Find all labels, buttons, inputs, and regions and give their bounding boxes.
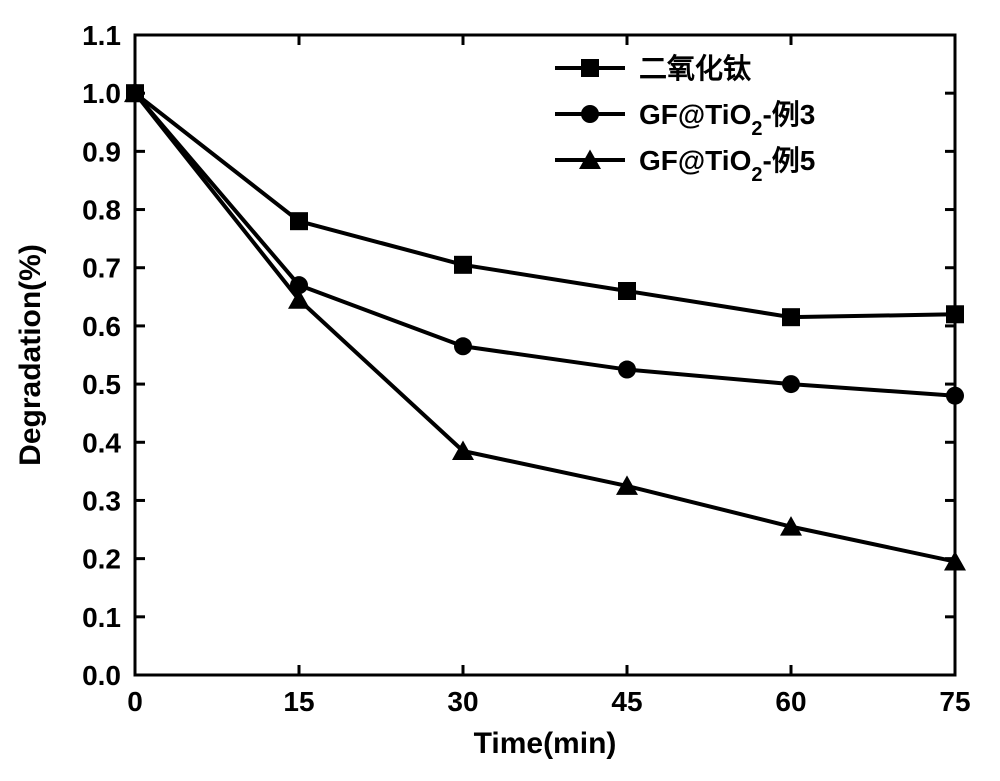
marker-square-icon — [454, 256, 472, 274]
degradation-line-chart: 0 15 30 45 60 75 Time(min) 0.0 0.1 0.2 0.3 0.4 0.5 0.… — [0, 0, 1000, 781]
marker-circle-icon — [581, 105, 599, 123]
x-tick-label: 60 — [775, 686, 806, 717]
y-tick-label: 0.6 — [82, 311, 121, 342]
y-tick-label: 0.0 — [82, 660, 121, 691]
marker-square-icon — [946, 305, 964, 323]
x-axis-label: Time(min) — [474, 727, 617, 760]
x-tick-label: 0 — [127, 686, 143, 717]
x-tick-label: 75 — [939, 686, 970, 717]
y-tick-label: 0.9 — [82, 136, 121, 167]
y-tick-label: 0.8 — [82, 195, 121, 226]
y-tick-label: 0.4 — [82, 427, 121, 458]
marker-circle-icon — [782, 375, 800, 393]
y-tick-label: 1.1 — [82, 20, 121, 51]
y-tick-label: 0.3 — [82, 485, 121, 516]
marker-circle-icon — [454, 337, 472, 355]
marker-square-icon — [782, 308, 800, 326]
x-tick-label: 15 — [283, 686, 314, 717]
marker-square-icon — [290, 212, 308, 230]
marker-circle-icon — [946, 387, 964, 405]
x-tick-label: 45 — [611, 686, 642, 717]
y-tick-label: 0.5 — [82, 369, 121, 400]
legend-label: 二氧化钛 — [639, 53, 752, 84]
marker-square-icon — [581, 59, 599, 77]
marker-square-icon — [618, 282, 636, 300]
y-tick-label: 0.1 — [82, 602, 121, 633]
y-tick-label: 1.0 — [82, 78, 121, 109]
x-tick-label: 30 — [447, 686, 478, 717]
chart-container: 0 15 30 45 60 75 Time(min) 0.0 0.1 0.2 0.3 0.4 0.5 0.… — [0, 0, 1000, 781]
marker-circle-icon — [618, 361, 636, 379]
y-tick-label: 0.7 — [82, 253, 121, 284]
y-tick-label: 0.2 — [82, 544, 121, 575]
y-axis-label: Degradation(%) — [14, 244, 47, 466]
